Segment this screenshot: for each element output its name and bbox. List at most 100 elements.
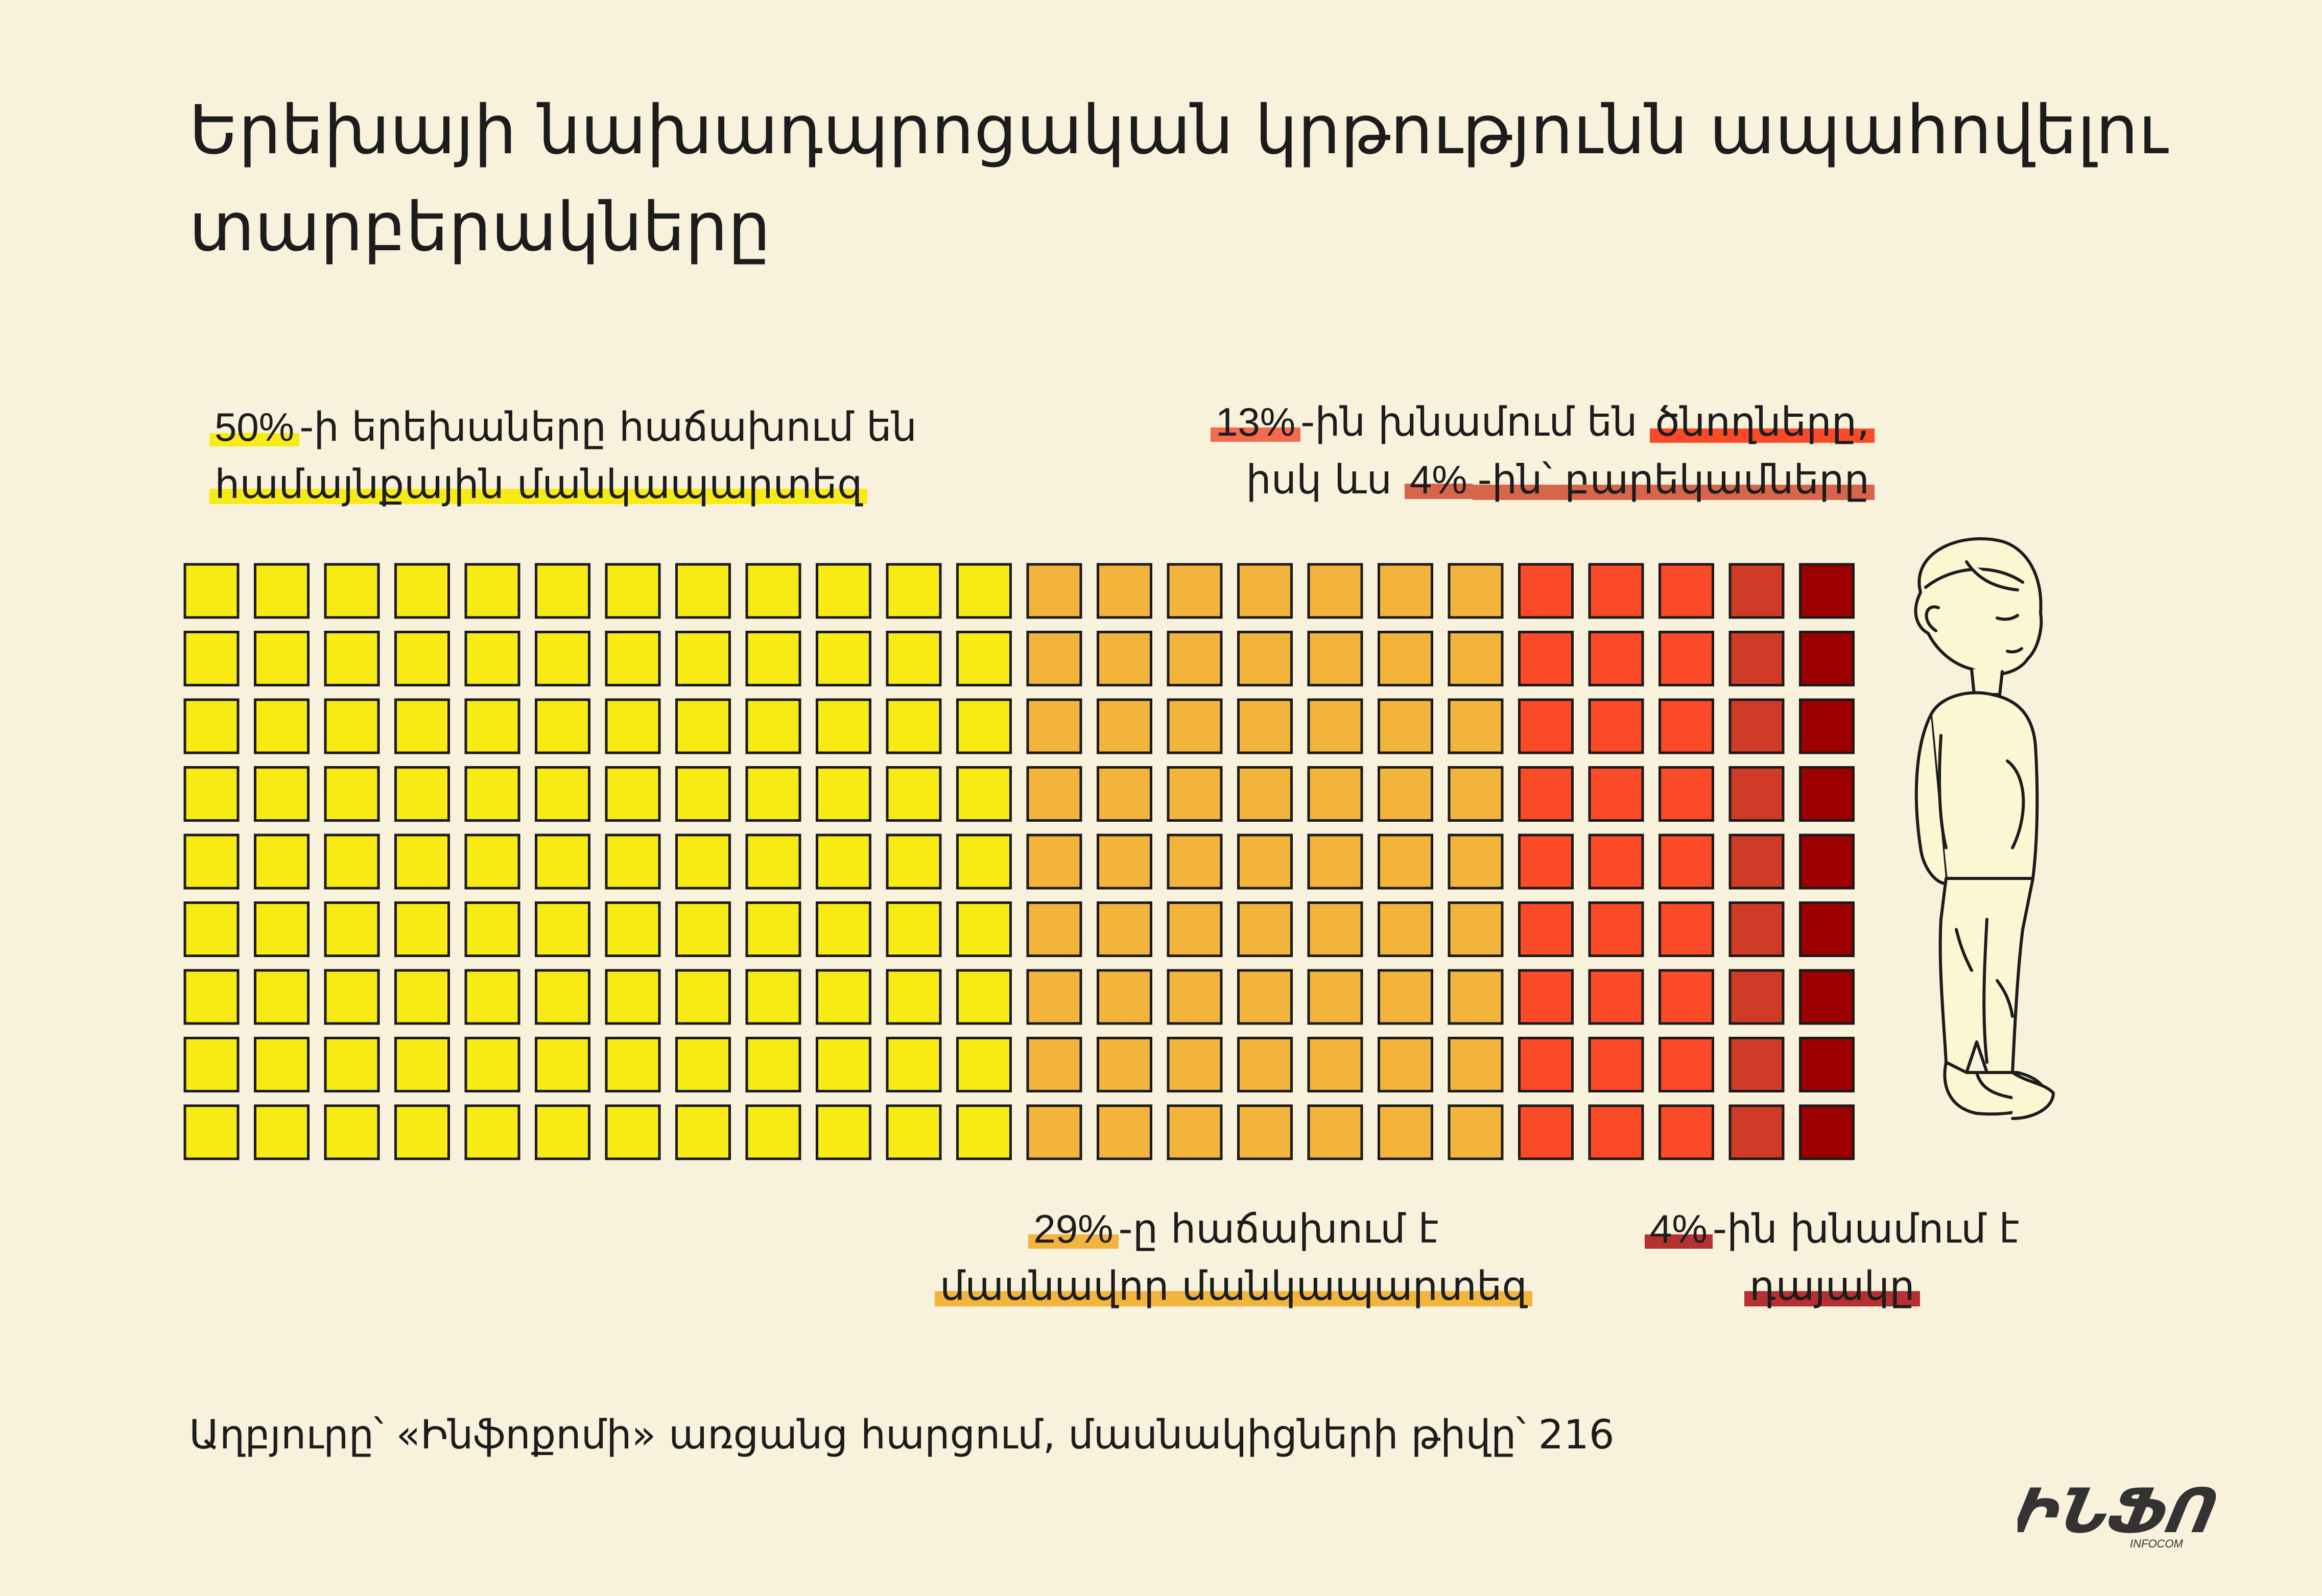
logo-wordmark: ԻՆՖՈ xyxy=(2018,1476,2225,1547)
waffle-cell-parents xyxy=(1518,631,1574,686)
waffle-cell-private xyxy=(1307,1037,1363,1092)
waffle-cell-community xyxy=(816,766,871,822)
waffle-cell-community xyxy=(464,969,520,1025)
waffle-cell-parents xyxy=(1658,766,1714,822)
waffle-cell-private xyxy=(1378,833,1433,890)
waffle-cell-community xyxy=(816,833,871,890)
source-note: Աղբյուրը՝ «Ինֆոքոմի» առցանց հարցում, մաս… xyxy=(189,1412,1615,1458)
waffle-cell-community xyxy=(675,698,731,754)
waffle-cell-private xyxy=(1307,969,1363,1025)
waffle-cell-community xyxy=(183,631,240,686)
waffle-cell-parents xyxy=(1588,563,1644,619)
waffle-cell-community xyxy=(956,631,1012,686)
waffle-cell-relatives xyxy=(1728,631,1785,686)
waffle-cell-community xyxy=(956,1037,1012,1092)
waffle-cell-community xyxy=(535,698,590,754)
waffle-cell-private xyxy=(1167,766,1223,822)
waffle-cell-community xyxy=(745,901,801,957)
waffle-cell-private xyxy=(1097,698,1152,754)
label-parents-text1b: ծնողները, xyxy=(1650,399,1875,445)
waffle-cell-community xyxy=(535,1104,590,1160)
waffle-cell-community xyxy=(394,698,450,754)
waffle-cell-private xyxy=(1026,698,1082,754)
waffle-cell-private xyxy=(1097,563,1152,619)
waffle-cell-nanny xyxy=(1799,833,1855,890)
waffle-cell-relatives xyxy=(1728,766,1785,822)
waffle-cell-private xyxy=(1167,631,1223,686)
waffle-cell-nanny xyxy=(1799,563,1855,619)
waffle-cell-community xyxy=(183,698,240,754)
waffle-cell-community xyxy=(605,833,661,890)
waffle-cell-community xyxy=(745,833,801,890)
waffle-cell-private xyxy=(1026,1104,1082,1160)
waffle-cell-relatives xyxy=(1728,969,1785,1025)
waffle-cell-parents xyxy=(1658,698,1714,754)
waffle-cell-community xyxy=(394,766,450,822)
waffle-cell-community xyxy=(886,766,942,822)
waffle-cell-private xyxy=(1167,1037,1223,1092)
waffle-cell-community xyxy=(254,631,310,686)
label-parents-line1: 13% -ին խնամում են ծնողները, xyxy=(1211,393,1875,451)
waffle-cell-community xyxy=(464,766,520,822)
waffle-cell-private xyxy=(1237,969,1293,1025)
waffle-cell-private xyxy=(1026,1037,1082,1092)
label-nanny-line1: 4% -ին խնամում է xyxy=(1645,1200,2020,1258)
waffle-cell-community xyxy=(605,1104,661,1160)
waffle-cell-community xyxy=(886,698,942,754)
waffle-cell-private xyxy=(1307,1104,1363,1160)
waffle-cell-community xyxy=(535,969,590,1025)
waffle-cell-private xyxy=(1307,833,1363,890)
waffle-cell-private xyxy=(1237,698,1293,754)
waffle-cell-community xyxy=(324,1037,380,1092)
waffle-cell-community xyxy=(886,1104,942,1160)
label-parents-line2: իսկ ևս 4% -ին՝ բարեկամները xyxy=(1211,451,1875,509)
waffle-cell-parents xyxy=(1518,1037,1574,1092)
waffle-cell-parents xyxy=(1518,563,1574,619)
waffle-cell-community xyxy=(394,1104,450,1160)
waffle-cell-private xyxy=(1307,631,1363,686)
waffle-cell-private xyxy=(1307,698,1363,754)
label-community-text1: -ի երեխաները հաճախում են xyxy=(299,404,917,450)
label-private: 29% -ը հաճախում է մասնավոր մանկապարտեզ xyxy=(935,1200,1532,1315)
label-community-line1: 50% -ի երեխաները հաճախում են xyxy=(209,398,917,456)
waffle-cell-community xyxy=(816,901,871,957)
waffle-cell-community xyxy=(956,969,1012,1025)
waffle-cell-parents xyxy=(1588,833,1644,890)
label-private-text1: -ը հաճախում է xyxy=(1118,1206,1439,1252)
waffle-cell-private xyxy=(1167,901,1223,957)
waffle-cell-private xyxy=(1448,698,1504,754)
waffle-cell-relatives xyxy=(1728,563,1785,619)
waffle-cell-community xyxy=(675,766,731,822)
waffle-cell-community xyxy=(816,698,871,754)
waffle-cell-community xyxy=(324,766,380,822)
waffle-cell-parents xyxy=(1658,563,1714,619)
waffle-cell-private xyxy=(1237,901,1293,957)
waffle-cell-community xyxy=(675,969,731,1025)
waffle-cell-parents xyxy=(1658,631,1714,686)
waffle-cell-community xyxy=(675,1037,731,1092)
waffle-cell-parents xyxy=(1518,833,1574,890)
waffle-cell-community xyxy=(394,969,450,1025)
waffle-cell-community xyxy=(324,698,380,754)
waffle-cell-parents xyxy=(1588,1104,1644,1160)
waffle-cell-private xyxy=(1237,1104,1293,1160)
waffle-cell-private xyxy=(1307,563,1363,619)
waffle-cell-community xyxy=(816,1037,871,1092)
waffle-cell-community xyxy=(254,766,310,822)
waffle-cell-community xyxy=(745,1037,801,1092)
waffle-cell-community xyxy=(745,631,801,686)
label-private-text2: մասնավոր մանկապարտեզ xyxy=(935,1264,1532,1309)
waffle-cell-private xyxy=(1097,766,1152,822)
waffle-cell-relatives xyxy=(1728,901,1785,957)
waffle-cell-private xyxy=(1167,1104,1223,1160)
waffle-cell-private xyxy=(1167,833,1223,890)
waffle-cell-community xyxy=(394,563,450,619)
label-relatives-text: -ին՝ բարեկամները xyxy=(1472,457,1875,503)
waffle-cell-private xyxy=(1167,969,1223,1025)
waffle-cell-parents xyxy=(1588,698,1644,754)
waffle-cell-private xyxy=(1378,698,1433,754)
waffle-cell-private xyxy=(1237,563,1293,619)
label-community: 50% -ի երեխաները հաճախում են համայնքային … xyxy=(209,398,917,513)
waffle-cell-private xyxy=(1167,698,1223,754)
waffle-cell-community xyxy=(254,1104,310,1160)
